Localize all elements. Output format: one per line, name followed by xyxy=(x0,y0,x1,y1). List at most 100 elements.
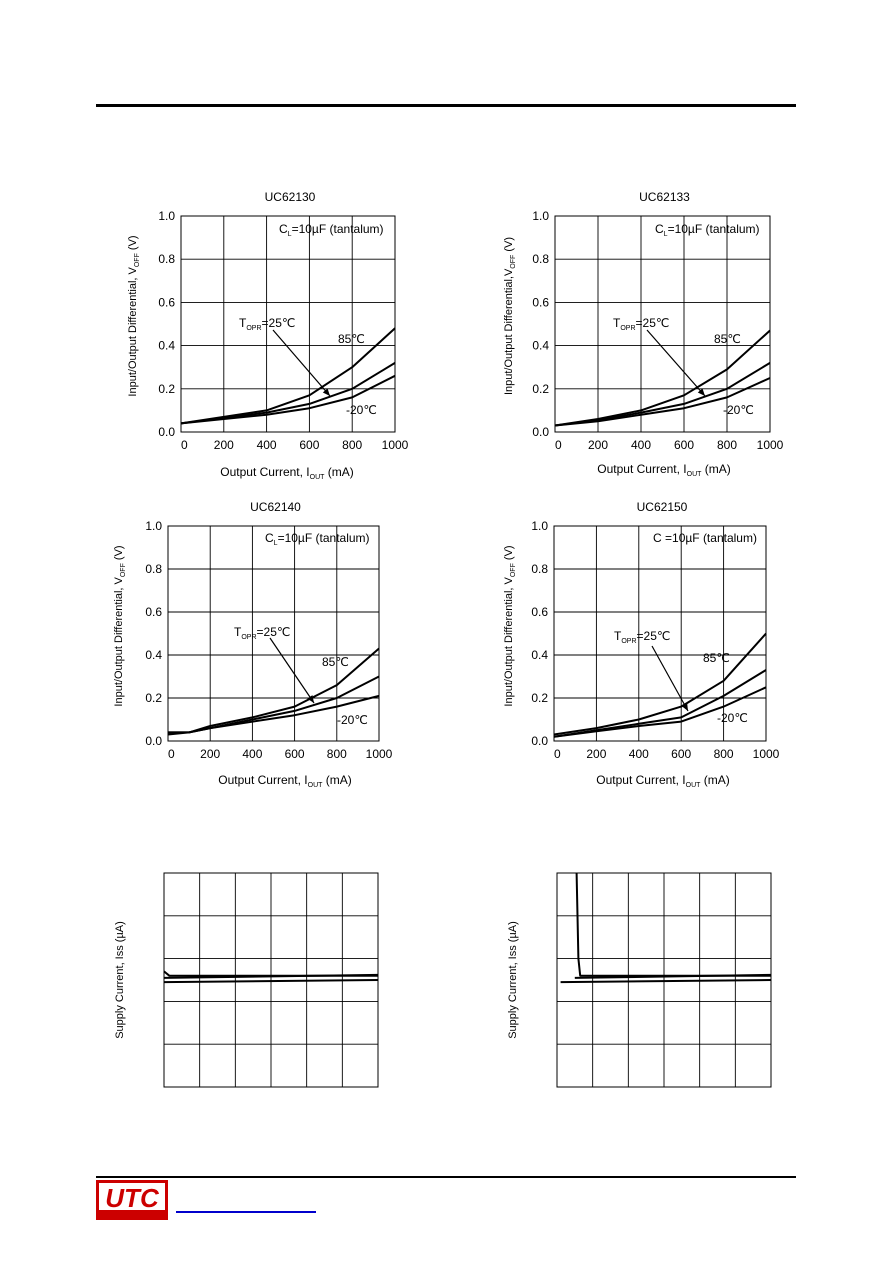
arrow-head xyxy=(322,388,330,396)
chart-title: UC62130 xyxy=(265,190,316,204)
y-tick-label: 0.2 xyxy=(158,382,175,396)
series-line-1 xyxy=(553,632,767,736)
condition-label: CL=10µF (tantalum) xyxy=(279,222,384,238)
annotation-85c: 85℃ xyxy=(338,332,365,346)
y-axis-label: Supply Current, Iss (µA) xyxy=(114,921,126,1039)
y-tick-label: 0.2 xyxy=(532,382,549,396)
y-axis-label: Input/Output Differential, VOFF (V) xyxy=(503,545,517,706)
x-tick-label: 0 xyxy=(181,438,188,452)
y-tick-label: 0.0 xyxy=(158,425,175,439)
arrow-head xyxy=(307,695,314,703)
annotation-arrow xyxy=(272,329,331,397)
x-tick-label: 1000 xyxy=(753,747,780,761)
x-tick-label: 0 xyxy=(168,747,175,761)
annotation-25c: TOPR=25℃ xyxy=(234,625,290,641)
y-tick-label: 0.0 xyxy=(531,734,548,748)
y-tick-label: 1.0 xyxy=(531,519,548,533)
series-line-1 xyxy=(575,872,771,977)
y-tick-label: 0.0 xyxy=(145,734,162,748)
chart-2: UC62133 0 200 400 600 800 1000 0.0 0.2 0.4 0.6 0.8 1… xyxy=(503,190,784,478)
chart-title: UC62133 xyxy=(639,190,690,204)
x-tick-label: 200 xyxy=(214,438,234,452)
x-axis-label: Output Current, IOUT (mA) xyxy=(596,773,729,789)
arrow-head xyxy=(681,703,688,711)
chart-1: UC62130 0 200 400 600 800 1000 0.0 0.2 0.4 0.6 0.8 1… xyxy=(127,190,409,481)
utc-logo-inner xyxy=(99,1183,165,1210)
annotation-minus20c: -20℃ xyxy=(717,711,748,725)
series-line-2 xyxy=(553,669,767,738)
y-tick-label: 0.8 xyxy=(158,252,175,266)
y-tick-label: 0.0 xyxy=(532,425,549,439)
condition-label: CL=10µF (tantalum) xyxy=(265,531,370,547)
x-tick-label: 800 xyxy=(714,747,734,761)
chart-4: UC62150 0 200 400 600 800 1000 0.0 0.2 0.4 0.6 0.8 1… xyxy=(503,500,780,789)
x-tick-label: 600 xyxy=(671,747,691,761)
annotation-minus20c: -20℃ xyxy=(346,403,377,417)
x-tick-label: 1000 xyxy=(382,438,409,452)
annotation-arrow xyxy=(651,645,689,712)
x-tick-label: 600 xyxy=(299,438,319,452)
series-line-3 xyxy=(180,374,396,425)
annotation-arrow xyxy=(646,329,706,397)
condition-label: C =10µF (tantalum) xyxy=(653,531,757,545)
utc-logo: UTC xyxy=(96,1180,168,1220)
y-tick-label: 1.0 xyxy=(532,209,549,223)
chart-title: UC62140 xyxy=(250,500,301,514)
chart-title: UC62150 xyxy=(637,500,688,514)
y-tick-label: 0.4 xyxy=(158,339,175,353)
y-tick-label: 0.6 xyxy=(145,605,162,619)
y-tick-label: 1.0 xyxy=(158,209,175,223)
x-tick-label: 800 xyxy=(717,438,737,452)
annotation-minus20c: -20℃ xyxy=(337,713,368,727)
x-axis-label: Output Current, IOUT (mA) xyxy=(220,465,353,481)
y-axis-label: Input/Output Differential, VOFF (V) xyxy=(127,235,141,396)
x-tick-label: 800 xyxy=(342,438,362,452)
utc-logo-text: UTC xyxy=(105,1183,160,1213)
plot-frame xyxy=(554,215,771,433)
y-tick-label: 0.4 xyxy=(531,648,548,662)
annotation-85c: 85℃ xyxy=(322,655,349,669)
y-axis-label: Input/Output Differential, VOFF (V) xyxy=(113,545,127,706)
series-line-3 xyxy=(553,686,767,738)
x-tick-label: 400 xyxy=(631,438,651,452)
y-tick-label: 0.8 xyxy=(145,562,162,576)
x-axis-label: Output Current, IOUT (mA) xyxy=(218,773,351,789)
arrow-head xyxy=(697,388,705,396)
x-axis-label: Output Current, IOUT (mA) xyxy=(597,462,730,478)
y-tick-label: 0.6 xyxy=(158,295,175,309)
series-line-3 xyxy=(554,377,771,427)
series-line-2 xyxy=(574,973,772,979)
series-line-3 xyxy=(167,694,380,736)
x-tick-label: 600 xyxy=(285,747,305,761)
y-tick-label: 0.4 xyxy=(532,339,549,353)
annotation-85c: 85℃ xyxy=(714,332,741,346)
footer-link[interactable] xyxy=(176,1211,316,1213)
chart-6: Supply Current, Iss (µA) xyxy=(507,872,772,1088)
x-tick-label: 400 xyxy=(242,747,262,761)
series-line-2 xyxy=(163,973,379,979)
condition-label: CL=10µF (tantalum) xyxy=(655,222,760,238)
x-tick-label: 0 xyxy=(554,747,561,761)
annotation-25c: TOPR=25℃ xyxy=(614,629,670,645)
y-axis-label: Input/Output Differential,VOFF (V) xyxy=(503,237,517,395)
footer-rule xyxy=(96,1176,796,1178)
x-tick-label: 1000 xyxy=(366,747,393,761)
y-axis-label: Supply Current, Iss (µA) xyxy=(507,921,519,1039)
chart-5: Supply Current, Iss (µA) xyxy=(114,872,379,1088)
annotation-25c: TOPR=25℃ xyxy=(239,316,295,332)
y-tick-label: 0.4 xyxy=(145,648,162,662)
x-tick-label: 200 xyxy=(586,747,606,761)
series-line-3 xyxy=(560,979,772,984)
series-line-3 xyxy=(163,979,379,984)
x-tick-label: 400 xyxy=(257,438,277,452)
y-tick-label: 0.2 xyxy=(145,691,162,705)
x-tick-label: 600 xyxy=(674,438,694,452)
y-tick-label: 0.2 xyxy=(531,691,548,705)
annotation-minus20c: -20℃ xyxy=(723,403,754,417)
x-tick-label: 800 xyxy=(327,747,347,761)
annotation-25c: TOPR=25℃ xyxy=(613,316,669,332)
header-rule xyxy=(96,104,796,107)
annotation-arrow xyxy=(269,637,315,704)
plot-frame xyxy=(167,525,380,742)
